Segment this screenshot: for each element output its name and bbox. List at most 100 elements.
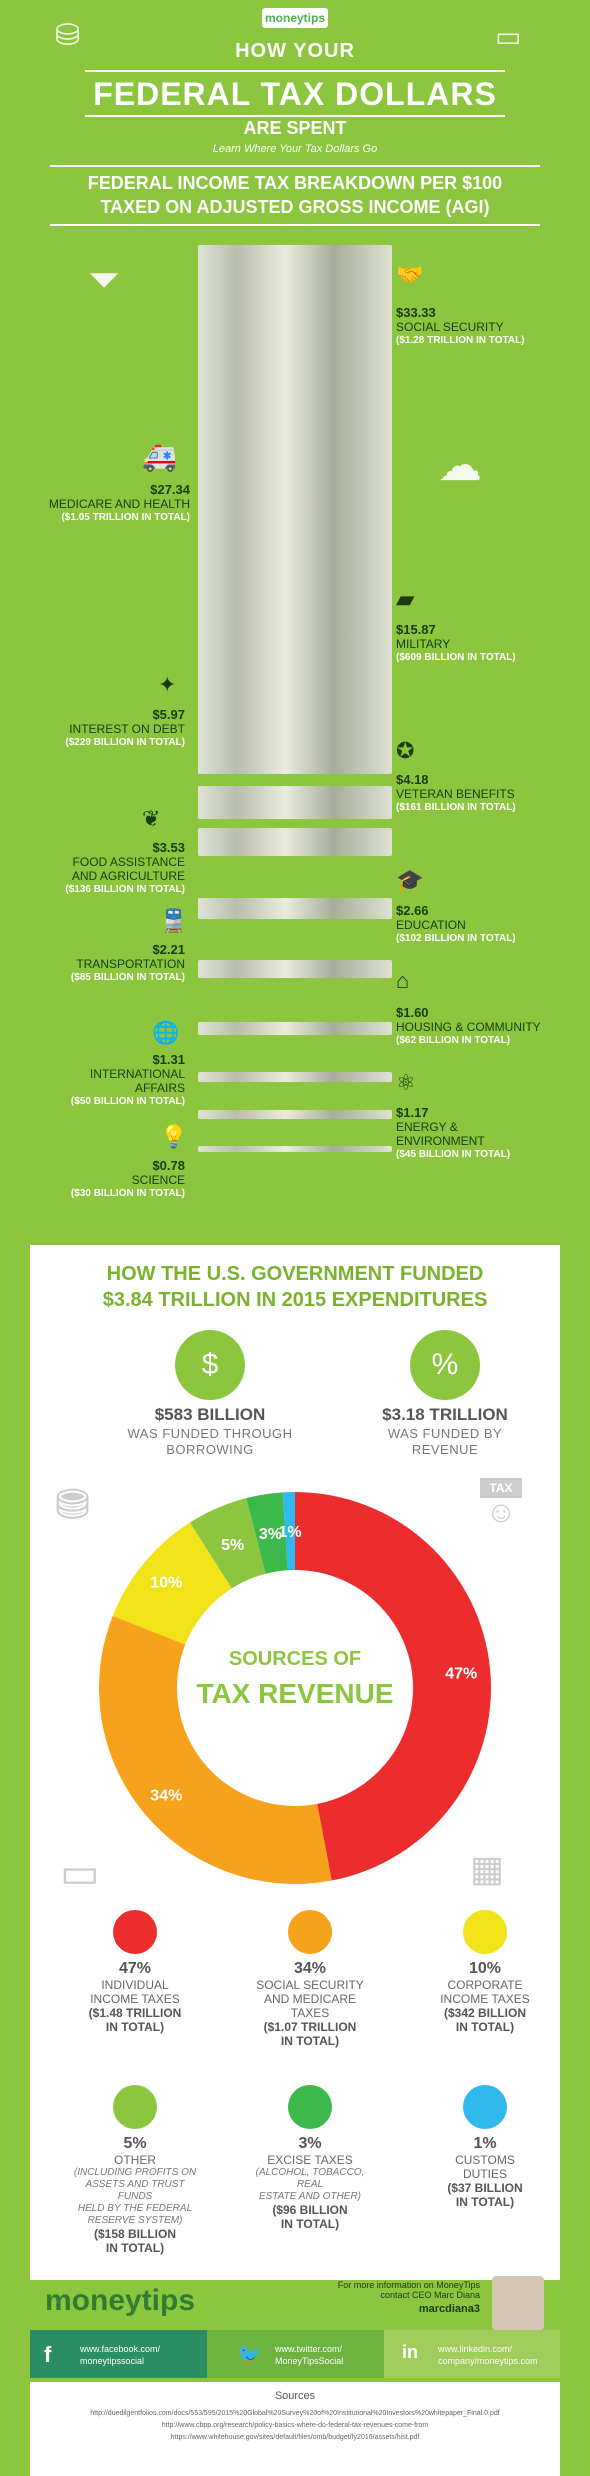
footer-handle[interactable]: marcdiana3	[418, 2303, 480, 2315]
footer-info-line-2: contact CEO Marc Diana	[380, 2290, 480, 2300]
social-security-label: SOCIAL SECURITY	[396, 320, 504, 334]
education-label: EDUCATION	[396, 918, 466, 932]
graduation-cap-icon: 🎓	[396, 868, 424, 893]
twitter-text-line-1: www.twitter.com/	[275, 2344, 343, 2354]
donut-slice-label: 10%	[150, 1575, 182, 1592]
globe-icon: 🌐	[152, 1020, 180, 1045]
legend-name-line2: INCOME TAXES	[90, 1992, 180, 2006]
facebook-text-line-2: moneytipssocial	[80, 2356, 145, 2366]
food-label-line-2: AND AGRICULTURE	[71, 869, 185, 883]
legend-name-line2: DUTIES	[462, 2167, 507, 2181]
legend-item: 10% CORPORATE INCOME TAXES ($342 BILLION IN …	[420, 1910, 550, 2034]
debt-icon: ✦	[158, 672, 177, 697]
legend-pct: 34%	[293, 1960, 327, 1977]
percent-icon: %	[410, 1330, 480, 1400]
legend-note-line3: HELD BY THE FEDERAL	[77, 2203, 193, 2214]
science-label: SCIENCE	[131, 1173, 185, 1187]
legend-note-line2: ESTATE AND OTHER)	[258, 2191, 362, 2202]
sources-box: Sources http://duedilgentfolios.com/docs…	[30, 2382, 560, 2476]
linkedin-icon: in	[402, 2342, 418, 2362]
funding-title-line-2: $3.84 TRILLION IN 2015 EXPENDITURES	[102, 1289, 488, 1311]
interest-label: INTEREST ON DEBT	[69, 722, 185, 736]
money-bag-icon: ⛁	[55, 19, 81, 52]
science-total: ($30 BILLION IN TOTAL)	[70, 1188, 185, 1199]
legend-dot	[113, 2085, 157, 2129]
energy-amount: $1.17	[396, 1105, 429, 1120]
legend-name-line1: CUSTOMS	[455, 2153, 515, 2167]
legend-dot	[463, 1910, 507, 1954]
donut-slice	[282, 1492, 295, 1571]
bill-slice	[198, 1072, 392, 1082]
international-total: ($50 BILLION IN TOTAL)	[70, 1096, 185, 1107]
borrowing-label-line-1: WAS FUNDED THROUGH	[127, 1426, 293, 1441]
source-2[interactable]: http://www.cbpp.org/research/policy-basi…	[161, 2422, 429, 2429]
sources-title: Sources	[274, 2390, 316, 2402]
food-label-line-1: FOOD ASSISTANCE	[72, 855, 185, 869]
title-line-2: FEDERAL TAX DOLLARS	[93, 76, 497, 112]
legend-pct: 10%	[468, 1960, 502, 1977]
food-amount: $3.53	[152, 840, 185, 855]
linkedin-link[interactable]: in www.linkedin.com/ company/moneytips.c…	[384, 2330, 560, 2378]
donut-slice-label: 1%	[279, 1524, 302, 1541]
lightbulb-icon: 💡	[160, 1124, 188, 1149]
handshake-icon: 🤝	[396, 262, 424, 287]
veteran-total: ($161 BILLION IN TOTAL)	[396, 802, 516, 813]
housing-total: ($62 BILLION IN TOTAL)	[396, 1035, 511, 1046]
twitter-link[interactable]: 🐦 www.twitter.com/ MoneyTipsSocial	[207, 2330, 384, 2378]
legend-amt-line1: ($342 BILLION	[443, 2006, 527, 2020]
legend-amt-line2: IN TOTAL)	[280, 2034, 340, 2048]
medal-icon: ✪	[396, 738, 415, 763]
legend-name-line1: OTHER	[114, 2153, 156, 2167]
revenue-amount: $3.18 TRILLION	[382, 1405, 508, 1424]
atom-icon: ⚛	[396, 1070, 416, 1095]
facebook-link[interactable]: f www.facebook.com/ moneytipssocial	[30, 2330, 207, 2378]
legend-amt-line2: IN TOTAL)	[280, 2217, 340, 2231]
energy-label-line-1: ENERGY &	[396, 1120, 458, 1134]
bill-slice	[198, 786, 392, 819]
social-security-total: ($1.28 TRILLION IN TOTAL)	[396, 335, 525, 346]
social-security-amount: $33.33	[396, 305, 436, 320]
legend-amt-line1: ($1.48 TRILLION	[88, 2006, 182, 2020]
donut-slice	[246, 1492, 288, 1574]
legend-name-line1: CORPORATE	[447, 1978, 523, 1992]
moneytips-logo: moneytips	[262, 8, 328, 28]
funnel-icon: ⏷	[88, 258, 120, 302]
legend-dot	[463, 2085, 507, 2129]
legend-dot	[288, 1910, 332, 1954]
legend-name-line1: INDIVIDUAL	[101, 1978, 169, 1992]
linkedin-text-line-2: company/moneytips.com	[438, 2356, 538, 2366]
source-1[interactable]: http://duedilgentfolios.com/docs/553/595…	[90, 2410, 500, 2417]
ambulance-icon: 🚑	[142, 441, 177, 472]
legend-item: 47% INDIVIDUAL INCOME TAXES ($1.48 TRILLION…	[70, 1910, 200, 2034]
medicare-label: MEDICARE AND HEALTH	[48, 497, 190, 511]
borrowing-label-line-2: BORROWING	[166, 1442, 254, 1457]
funding-title-line-1: HOW THE U.S. GOVERNMENT FUNDED	[106, 1263, 484, 1285]
donut-slice-label: 3%	[259, 1526, 282, 1543]
military-total: ($609 BILLION IN TOTAL)	[396, 652, 516, 663]
title-rule-mid	[85, 115, 505, 117]
legend-item: 34% SOCIAL SECURITY AND MEDICARE TAXES ($1.0…	[245, 1910, 375, 2048]
interest-total: ($229 BILLION IN TOTAL)	[65, 737, 185, 748]
source-3[interactable]: https://www.whitehouse.gov/sites/default…	[170, 2434, 420, 2441]
legend-name-line3: TAXES	[290, 2006, 330, 2020]
legend-item: 5% OTHER (INCLUDING PROFITS ON ASSETS AND T…	[70, 2085, 200, 2255]
transportation-total: ($85 BILLION IN TOTAL)	[70, 972, 185, 983]
revenue-label-line-2: REVENUE	[411, 1442, 479, 1457]
legend-amt-line2: IN TOTAL)	[105, 2020, 165, 2034]
legend-amt-line2: IN TOTAL)	[105, 2241, 165, 2255]
title-rule-top	[85, 70, 505, 72]
transportation-label: TRANSPORTATION	[76, 957, 185, 971]
bill-slice	[198, 605, 392, 732]
subhead-line-2: TAXED ON ADJUSTED GROSS INCOME (AGI)	[100, 197, 490, 217]
donut-slice-label: 34%	[150, 1787, 182, 1804]
legend-dot	[113, 1910, 157, 1954]
veteran-label: VETERAN BENEFITS	[396, 787, 515, 801]
footer-info: For more information on MoneyTips contac…	[310, 2280, 480, 2315]
legend-item: 3% EXCISE TAXES (ALCOHOL, TOBACCO, REAL EST…	[245, 2085, 375, 2231]
tank-icon: ▰	[396, 586, 415, 613]
legend-pct: 1%	[473, 2135, 497, 2152]
facebook-icon: f	[44, 2342, 52, 2367]
legend-amt-line2: IN TOTAL)	[455, 2195, 515, 2209]
legend-amt-line2: IN TOTAL)	[455, 2020, 515, 2034]
piggy-bank-icon: ☁	[438, 441, 482, 490]
